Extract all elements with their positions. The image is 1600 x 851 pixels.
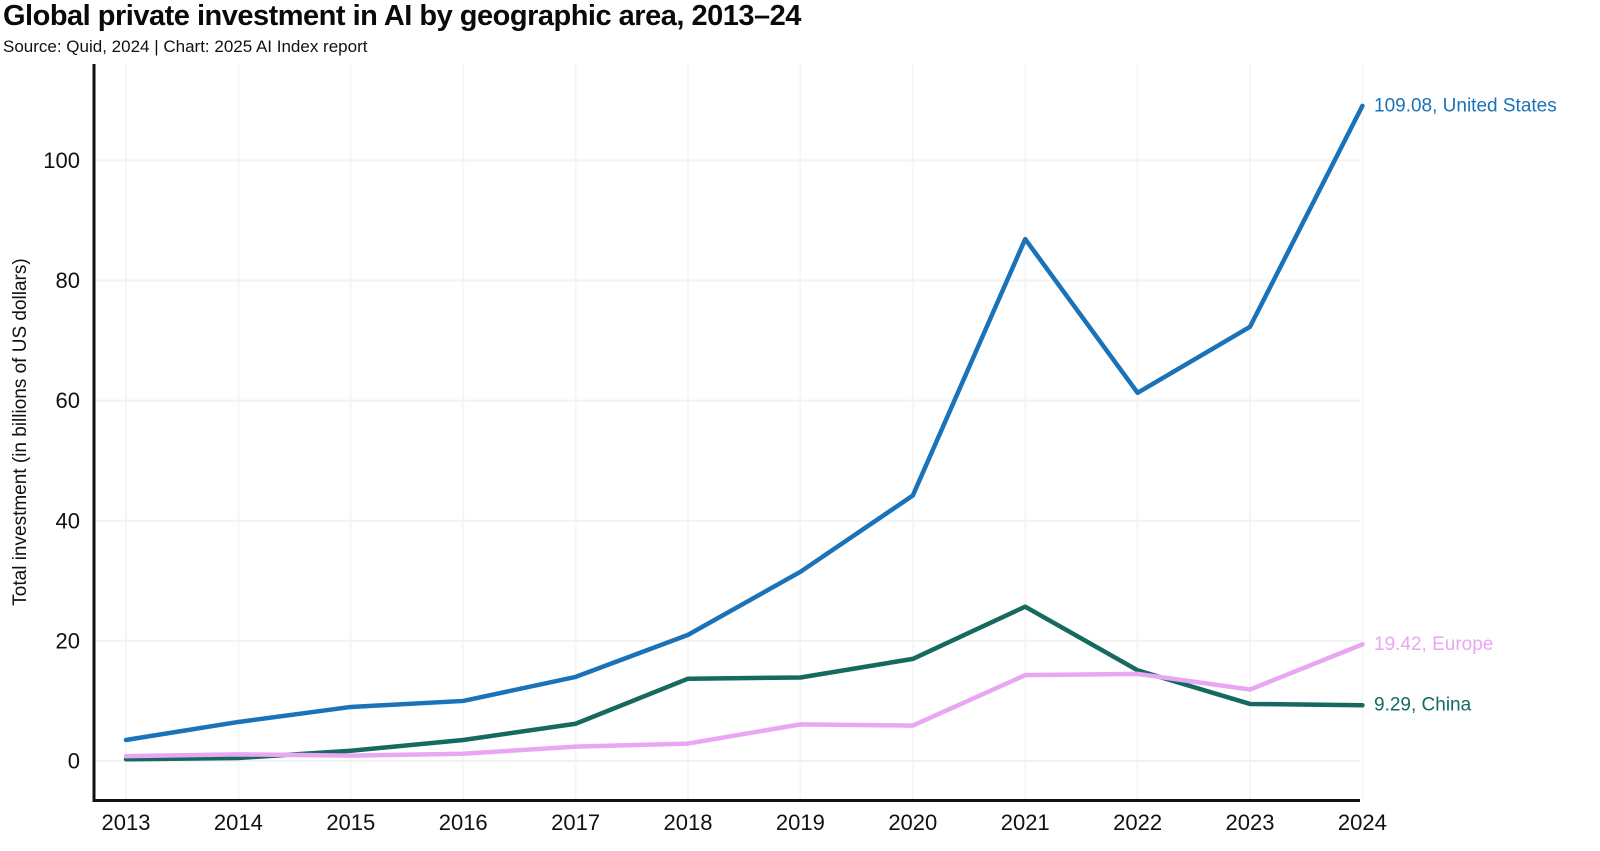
chart-title: Global private investment in AI by geogr… [3, 0, 801, 32]
x-tick-label-2013: 2013 [102, 810, 151, 835]
x-tick-label-2017: 2017 [551, 810, 600, 835]
y-tick-label-100: 100 [43, 148, 80, 173]
x-tick-label-2019: 2019 [776, 810, 825, 835]
series-line-china [123, 604, 1365, 762]
series-end-label-europe: 19.42, Europe [1374, 634, 1493, 655]
y-tick-label-40: 40 [56, 508, 80, 533]
y-tick-label-60: 60 [56, 388, 80, 413]
y-axis-title: Total investment (in billions of US doll… [10, 258, 31, 605]
x-tick-label-2014: 2014 [214, 810, 263, 835]
x-tick-label-2020: 2020 [888, 810, 937, 835]
chart-source-caption: Source: Quid, 2024 | Chart: 2025 AI Inde… [3, 37, 368, 56]
x-tick-label-2015: 2015 [326, 810, 375, 835]
x-tick-label-2024: 2024 [1338, 810, 1387, 835]
series-line-united-states [123, 103, 1365, 743]
x-tick-label-2016: 2016 [439, 810, 488, 835]
series-line-europe [123, 642, 1365, 759]
series-end-label-united-states: 109.08, United States [1374, 95, 1557, 116]
y-tick-label-20: 20 [56, 628, 80, 653]
x-tick-label-2022: 2022 [1113, 810, 1162, 835]
x-tick-label-2018: 2018 [664, 810, 713, 835]
series-end-label-china: 9.29, China [1374, 695, 1472, 716]
y-tick-label-80: 80 [56, 268, 80, 293]
x-tick-label-2021: 2021 [1001, 810, 1050, 835]
y-tick-label-0: 0 [68, 749, 80, 774]
x-tick-label-2023: 2023 [1226, 810, 1275, 835]
